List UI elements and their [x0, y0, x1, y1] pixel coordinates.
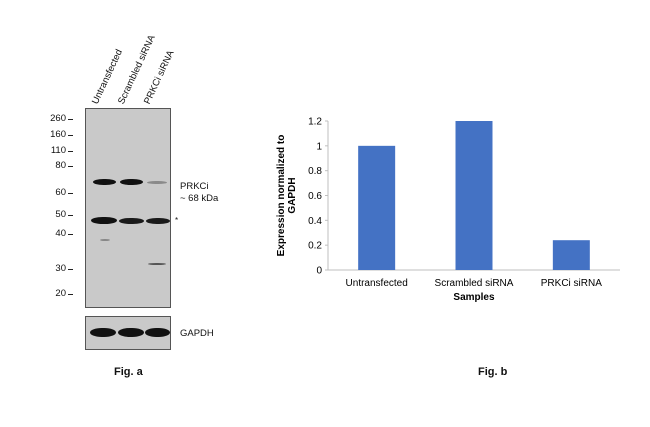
mw-marker-80: 80	[55, 160, 66, 171]
target-label-name: PRKCi	[180, 181, 209, 192]
mw-tick	[68, 294, 73, 295]
band-nonspecific-lane3	[146, 218, 170, 224]
band-prkci-scrambled	[120, 179, 143, 185]
bar-scrambled-sirna	[455, 121, 493, 270]
y-axis-label-group: Expression normalized to GAPDH	[276, 135, 298, 257]
y-tick-label: 1.2	[308, 117, 322, 128]
y-tick-label: 0.4	[308, 216, 322, 227]
y-tick-label: 0	[316, 266, 322, 277]
mw-tick	[68, 119, 73, 120]
band-faint-lane3	[148, 263, 166, 265]
mw-marker-260: 260	[50, 113, 66, 124]
mw-marker-60: 60	[55, 187, 66, 198]
mw-marker-160: 160	[50, 129, 66, 140]
band-gapdh-lane2	[118, 328, 144, 337]
x-tick-label: PRKCi siRNA	[541, 278, 602, 289]
bar-chart: Expression normalized to GAPDH 0 0.2 0.4 0.6…	[276, 117, 620, 303]
mw-tick	[68, 215, 73, 216]
bar-untransfected	[358, 145, 396, 270]
mw-tick	[68, 166, 73, 167]
x-tick-label: Untransfected	[346, 278, 408, 289]
mw-tick	[68, 269, 73, 270]
y-tick-label: 1	[316, 141, 322, 152]
mw-tick	[68, 151, 73, 152]
gapdh-label: GAPDH	[180, 328, 214, 339]
gapdh-blot-panel	[85, 316, 171, 350]
nonspecific-band-mark: *	[175, 216, 179, 225]
y-axis-ticks: 0 0.2 0.4 0.6 0.8 1 1.2	[308, 117, 328, 277]
mw-marker-50: 50	[55, 209, 66, 220]
band-prkci-knockdown	[147, 181, 167, 184]
band-faint-lane1	[100, 239, 110, 241]
band-nonspecific-lane2	[119, 218, 144, 224]
y-tick-label: 0.2	[308, 241, 322, 252]
band-gapdh-lane3	[145, 328, 170, 337]
mw-marker-110: 110	[50, 145, 66, 156]
y-tick-label: 0.6	[308, 191, 322, 202]
band-prkci-untransfected	[93, 179, 116, 185]
bars	[358, 121, 590, 270]
x-axis-label: Samples	[453, 292, 495, 303]
band-nonspecific-lane1	[91, 217, 117, 224]
mw-tick	[68, 135, 73, 136]
mw-tick	[68, 193, 73, 194]
x-tick-label: Scrambled siRNA	[435, 278, 514, 289]
x-axis-ticks: Untransfected Scrambled siRNA PRKCi siRNA	[346, 278, 603, 289]
mw-marker-20: 20	[55, 288, 66, 299]
y-axis-label: GAPDH	[287, 177, 298, 213]
western-blot-panel	[85, 108, 171, 308]
y-tick-label: 0.8	[308, 166, 322, 177]
y-axis-label: Expression normalized to	[276, 135, 287, 257]
bar-prkci-sirna	[552, 240, 590, 270]
band-gapdh-lane1	[90, 328, 116, 337]
mw-marker-40: 40	[55, 228, 66, 239]
mw-marker-30: 30	[55, 263, 66, 274]
fig-b-caption: Fig. b	[478, 366, 508, 378]
mw-tick	[68, 234, 73, 235]
fig-a-caption: Fig. a	[114, 366, 143, 378]
target-label-size: ~ 68 kDa	[180, 193, 219, 204]
